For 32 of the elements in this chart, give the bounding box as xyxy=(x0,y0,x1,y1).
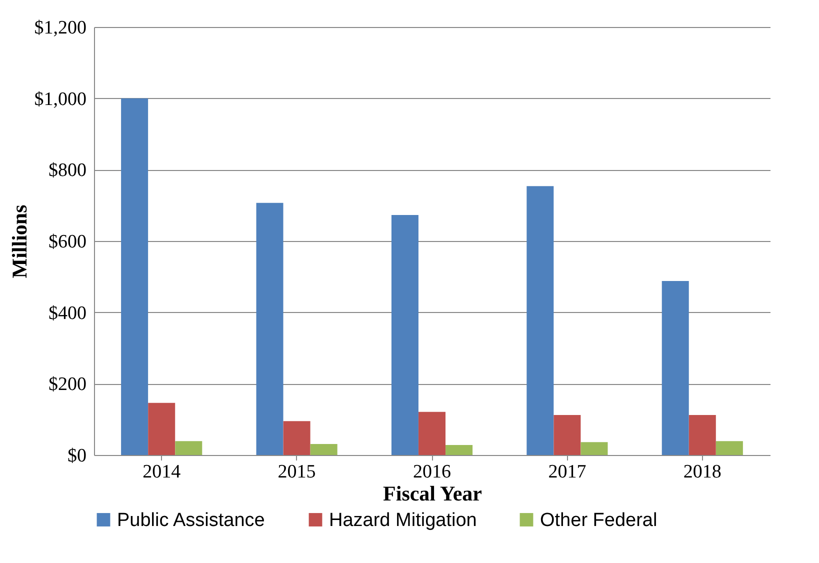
bar xyxy=(256,202,284,455)
bar xyxy=(391,214,418,455)
bar xyxy=(662,280,689,455)
bar xyxy=(446,445,473,455)
bar xyxy=(526,186,554,455)
y-tick-label: $800 xyxy=(48,160,86,182)
x-axis-title: Fiscal Year xyxy=(383,482,482,506)
bar xyxy=(283,421,310,455)
y-tick-label: $1,200 xyxy=(34,18,86,38)
x-tick-label: 2015 xyxy=(278,462,316,482)
bar xyxy=(121,98,148,455)
legend-label: Public Assistance xyxy=(117,510,265,531)
x-tick-label: 2014 xyxy=(142,462,182,482)
bar xyxy=(580,442,608,455)
bar xyxy=(688,415,716,455)
y-tick-label: $1,000 xyxy=(34,88,86,110)
bar xyxy=(554,415,581,455)
y-tick-label: $0 xyxy=(68,446,86,466)
bar xyxy=(148,402,176,455)
legend-label: Hazard Mitigation xyxy=(329,510,477,531)
y-axis-title: Millions xyxy=(7,204,32,278)
y-tick-label: $600 xyxy=(48,232,86,252)
x-tick-label: 2017 xyxy=(548,462,586,482)
x-tick-label: 2016 xyxy=(413,462,451,482)
bar xyxy=(310,444,338,455)
bar xyxy=(418,412,446,455)
y-tick-label: $200 xyxy=(48,374,86,396)
bar xyxy=(175,441,202,455)
y-tick-label: $400 xyxy=(48,302,86,324)
bar xyxy=(716,441,743,455)
x-tick-label: 2018 xyxy=(683,462,722,482)
legend-label: Other Federal xyxy=(540,510,658,531)
